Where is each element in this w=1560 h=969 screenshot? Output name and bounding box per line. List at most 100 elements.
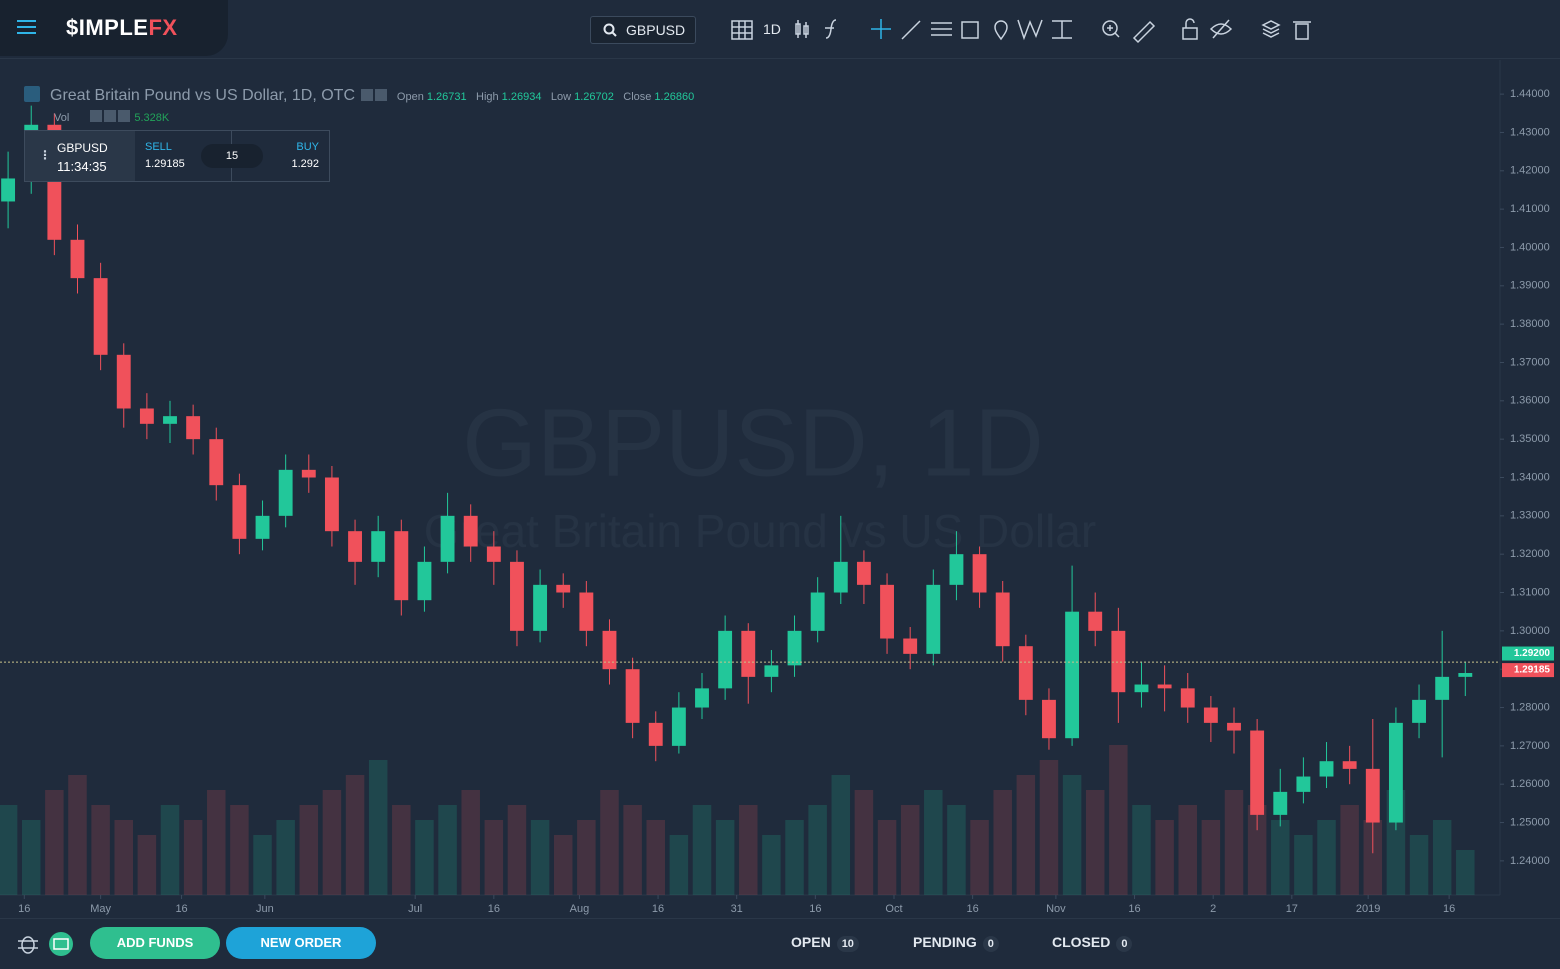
volume-bar (600, 790, 619, 895)
hide-tool[interactable] (1209, 19, 1233, 39)
y-tick-label: 1.38000 (1510, 318, 1550, 330)
bottom-bar: ADD FUNDS NEW ORDER OPEN 10 PENDING 0 CLOS… (0, 918, 1560, 969)
search-text: GBPUSD (626, 22, 686, 38)
candle-body (1134, 684, 1149, 693)
pending-tab[interactable]: PENDING 0 (913, 934, 999, 952)
crosshair-tool[interactable] (871, 19, 891, 39)
volume-bar (230, 805, 249, 895)
price-tag (1502, 663, 1554, 678)
x-tick-label: Oct (885, 903, 902, 915)
high-value: 1.26934 (501, 91, 542, 103)
candle-body (232, 485, 247, 539)
new-order-button[interactable]: NEW ORDER (226, 927, 376, 959)
y-tick-label: 1.27000 (1510, 740, 1550, 752)
volume-bar (1039, 760, 1059, 895)
candle-body (70, 239, 85, 279)
y-tick-label: 1.33000 (1510, 510, 1550, 522)
buy-price[interactable]: 1.292 (291, 158, 319, 170)
marker-tool[interactable] (994, 20, 1008, 41)
price-tag (1502, 646, 1554, 661)
lock-tool[interactable] (1182, 18, 1198, 40)
candle-body (1412, 699, 1426, 723)
new-order-text: NEW ORDER (260, 935, 342, 950)
line-tool[interactable] (901, 20, 921, 40)
candle-body (787, 630, 802, 666)
candle-body (163, 416, 177, 424)
candle-body (255, 515, 270, 539)
candle-body (116, 354, 131, 409)
open-tab[interactable]: OPEN 10 (791, 934, 859, 952)
pending-label: PENDING (913, 934, 977, 950)
closed-count: 0 (1116, 936, 1133, 952)
volume-bar (1085, 790, 1105, 895)
add-funds-button[interactable]: ADD FUNDS (90, 927, 220, 959)
candle-body (764, 665, 779, 677)
candle-body (671, 707, 686, 746)
sell-label[interactable]: SELL (145, 141, 172, 153)
chat-button[interactable] (49, 932, 73, 956)
symbol-search[interactable]: GBPUSD (590, 16, 696, 44)
candle-body (278, 469, 293, 516)
shape-tool[interactable] (961, 21, 979, 39)
candle-body (856, 561, 871, 585)
volume-bar (276, 820, 295, 895)
volume-bar (183, 820, 203, 895)
menu-button[interactable] (17, 20, 36, 38)
volume-bar (0, 805, 18, 895)
x-tick-label: Jun (256, 903, 274, 915)
quote-symbol: GBPUSD (57, 141, 108, 155)
x-tick-label: 31 (731, 903, 743, 915)
fib-tool[interactable] (931, 22, 952, 36)
indicator-tool[interactable] (825, 19, 837, 39)
y-tick-label: 1.30000 (1510, 625, 1550, 637)
interval-button[interactable]: 1D (763, 21, 781, 37)
ruler-tool[interactable] (1132, 20, 1156, 44)
candle-body (926, 584, 941, 654)
volume-bar (1062, 775, 1082, 895)
x-tick-label: 16 (488, 903, 500, 915)
layers-tool[interactable] (1261, 20, 1281, 38)
x-tick-label: 16 (1443, 903, 1455, 915)
candle-tool[interactable] (795, 20, 809, 38)
buy-label[interactable]: BUY (296, 141, 319, 153)
quote-panel: ⋮ GBPUSD 11:34:35 SELL 1.29185 15 BUY 1.… (24, 130, 330, 182)
spread: 15 (201, 144, 263, 168)
candle-body (833, 561, 848, 593)
bug-report-icon[interactable] (18, 936, 38, 954)
candle-body (510, 561, 524, 631)
x-tick-label: Aug (570, 903, 590, 915)
open-label: Open (396, 91, 424, 103)
volume-bar (553, 835, 573, 895)
chart-legend: Great Britain Pound vs US Dollar, 1D, OT… (24, 86, 694, 105)
volume-bar (438, 805, 457, 895)
pattern-tool[interactable] (1017, 19, 1043, 41)
closed-label: CLOSED (1052, 934, 1111, 950)
volume-legend: Vol 5.328K (54, 110, 169, 124)
candle-body (1065, 611, 1080, 739)
candle-body (463, 515, 478, 547)
vol-value: 5.328K (134, 112, 170, 124)
candle-body (186, 416, 201, 440)
candle-body (880, 584, 894, 639)
delete-tool[interactable] (1293, 21, 1311, 40)
logo-accent: FX (148, 15, 178, 40)
volume-bar (160, 805, 180, 895)
volume-bar (831, 775, 851, 895)
volume-bar (137, 835, 157, 895)
volume-bar (1109, 745, 1128, 895)
volume-bar (91, 805, 110, 895)
closed-tab[interactable]: CLOSED 0 (1052, 934, 1133, 952)
volume-bar (993, 790, 1012, 895)
watermark-subtitle: Great Britain Pound vs US Dollar (424, 505, 1096, 557)
logo[interactable]: $IMPLEFX (66, 15, 178, 41)
layout-tool[interactable] (731, 20, 753, 40)
measure-tool[interactable] (1052, 20, 1072, 39)
zoom-tool[interactable] (1102, 20, 1120, 38)
candle-body (1388, 722, 1403, 823)
volume-bar (669, 835, 689, 895)
volume-bar (45, 790, 64, 895)
candle-body (949, 554, 964, 585)
sell-price[interactable]: 1.29185 (145, 158, 185, 170)
